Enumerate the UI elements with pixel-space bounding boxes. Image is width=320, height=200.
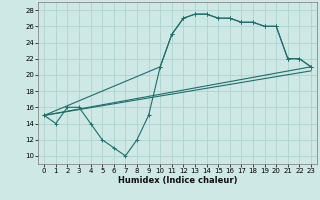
X-axis label: Humidex (Indice chaleur): Humidex (Indice chaleur) <box>118 176 237 185</box>
